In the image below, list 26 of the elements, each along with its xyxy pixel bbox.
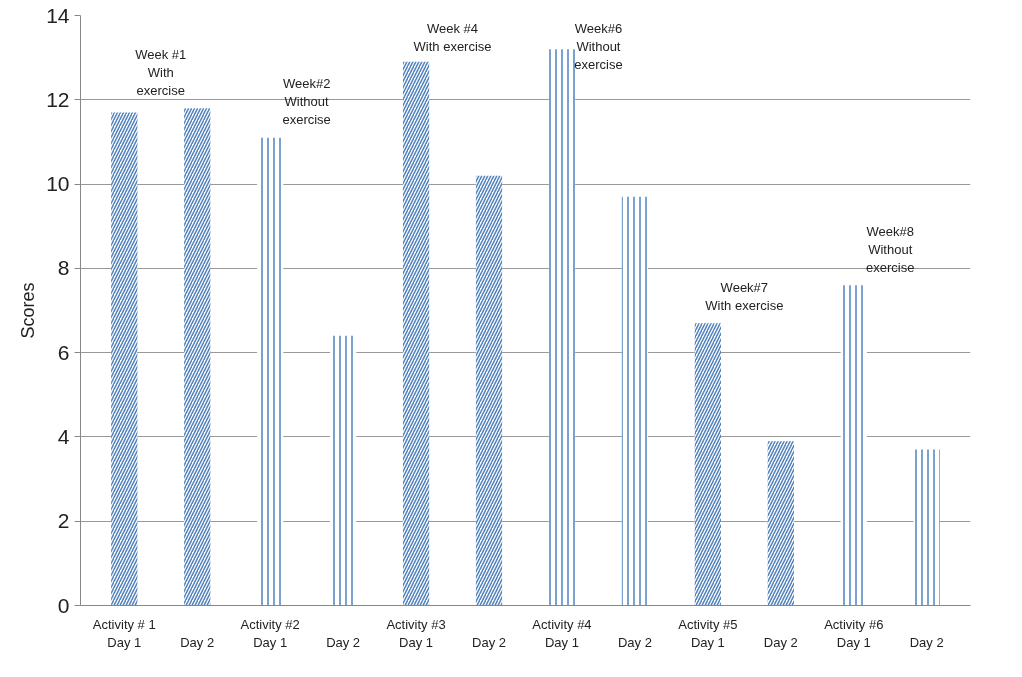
x-tick-label: Day 2 xyxy=(180,634,215,650)
y-tick-label: 8 xyxy=(57,256,70,280)
x-tick-label: Activity #4 Day 1 xyxy=(532,616,592,650)
x-tick-label: Day 2 xyxy=(472,634,507,650)
x-tick-label: Day 2 xyxy=(617,634,652,650)
y-tick-label: 10 xyxy=(46,172,70,196)
y-tick-label: 14 xyxy=(46,3,70,27)
x-tick-label: Activity # 1 Day 1 xyxy=(92,616,156,650)
y-axis-title: Scores xyxy=(18,282,39,339)
x-tick-label: Activity #3 Day 1 xyxy=(386,616,446,650)
annotation: Week#8 Without exercise xyxy=(866,223,915,275)
y-tick-label: 6 xyxy=(57,340,70,364)
y-tick-label: 0 xyxy=(57,593,70,617)
x-tick-label: Day 2 xyxy=(763,634,798,650)
x-tick-label: Day 2 xyxy=(326,634,361,650)
y-tick-label: 12 xyxy=(46,87,70,111)
y-tick-label: 4 xyxy=(57,424,70,448)
x-tick-label: Activity #6 Day 1 xyxy=(824,616,884,650)
x-tick-label: Day 2 xyxy=(909,634,944,650)
annotation: Week #1 With exercise xyxy=(135,46,187,98)
x-tick-label: Activity #2 Day 1 xyxy=(240,616,300,650)
y-tick-label: 2 xyxy=(57,509,70,533)
annotation: Week#7 With exercise xyxy=(705,279,784,313)
annotation: Week#2 Without exercise xyxy=(282,76,331,128)
annotation: Week #4 With exercise xyxy=(413,21,492,55)
x-tick-label: Activity #5 Day 1 xyxy=(678,616,738,650)
